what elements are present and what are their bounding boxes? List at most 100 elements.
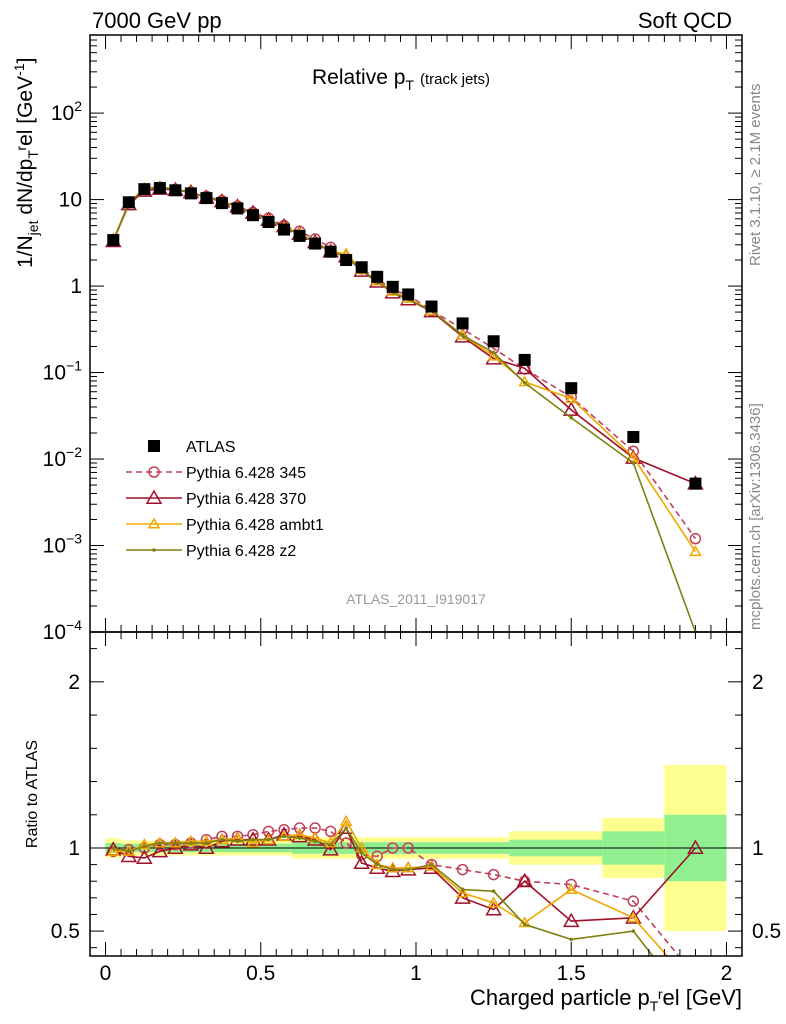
main-point-0-5 — [184, 187, 197, 200]
ratio-point-0-15 — [340, 837, 352, 849]
main-ytick-label: 10−2 — [43, 444, 83, 471]
ratio-xtick-label: 1.5 — [557, 962, 586, 985]
ratio-point-3-11 — [282, 834, 286, 839]
main-ytick-label: 10 — [59, 189, 82, 212]
ratio-point-1-14 — [322, 841, 339, 856]
ratio-point-3-8 — [235, 839, 240, 844]
ratio-xtick-label: 1 — [410, 962, 422, 985]
legend-marker-2 — [145, 489, 163, 504]
main-point-4-21 — [460, 333, 465, 338]
ratio-point-2-6 — [200, 834, 213, 846]
main-point-0-0 — [107, 234, 120, 247]
main-point-0-20 — [425, 300, 438, 313]
main-ytick-label: 102 — [51, 98, 82, 125]
ratio-point-3-2 — [142, 844, 147, 849]
ratio-ytick-label-right: 1 — [752, 837, 764, 860]
rivet-label: Rivet 3.1.10, ≥ 2.1M events — [747, 84, 764, 267]
main-point-0-4 — [169, 184, 182, 197]
main-point-3-24 — [564, 392, 578, 404]
main-point-0-7 — [215, 197, 228, 210]
main-ytick-label: 10−4 — [43, 617, 83, 644]
ratio-point-3-25 — [631, 929, 636, 933]
legend-marker-3 — [147, 517, 161, 529]
main-point-3-26 — [689, 545, 702, 557]
header-left: 7000 GeV pp — [92, 8, 222, 33]
ratio-point-2-17 — [370, 858, 384, 870]
ratio-point-2-15 — [339, 814, 353, 826]
ratio-point-0-22 — [487, 868, 500, 881]
main-point-0-2 — [138, 183, 151, 196]
ratio-ytick-label: 1 — [68, 837, 80, 860]
ratio-ytick-label-right: 0.5 — [752, 920, 781, 943]
main-point-2-23 — [516, 359, 533, 375]
ratio-point-3-15 — [344, 826, 348, 830]
main-point-0-15 — [340, 254, 353, 267]
mcplots-label: mcplots.cern.ch [arXiv:1306.3436] — [747, 403, 764, 630]
ratio-point-1-23 — [516, 872, 533, 888]
ratio-point-2-24 — [564, 883, 578, 895]
ratio-point-3-5 — [189, 841, 193, 845]
ratio-xtick-label: 2 — [721, 962, 733, 985]
main-point-3-21 — [456, 328, 469, 340]
main-point-0-25 — [627, 430, 640, 443]
ratio-point-1-6 — [198, 839, 215, 854]
main-point-0-14 — [324, 245, 337, 258]
main-point-3-25 — [627, 450, 640, 462]
main-point-4-24 — [569, 415, 574, 420]
ratio-point-3-4 — [173, 841, 178, 845]
ratio-point-0-19 — [402, 842, 414, 854]
ratio-point-3-10 — [266, 837, 271, 842]
ratio-point-1-24 — [562, 912, 580, 928]
legend-marker-4 — [152, 548, 156, 552]
legend-label-4: Pythia 6.428 z2 — [186, 543, 296, 560]
main-point-0-9 — [247, 209, 259, 222]
ratio-point-0-12 — [293, 822, 306, 834]
ratio-point-3-1 — [127, 849, 131, 854]
ratio-point-3-17 — [375, 862, 379, 867]
main-point-4-22 — [491, 350, 496, 355]
ratio-point-2-0 — [106, 844, 120, 856]
main-point-0-23 — [518, 353, 531, 366]
main-point-1-26 — [689, 532, 702, 545]
ratio-point-1-3 — [151, 842, 169, 858]
ratio-point-3-14 — [328, 842, 333, 847]
ratio-ytick-label: 2 — [68, 671, 80, 694]
main-point-0-8 — [231, 202, 244, 215]
ratio-point-3-19 — [406, 867, 411, 872]
main-point-0-1 — [122, 196, 135, 209]
ratio-frame — [89, 631, 743, 957]
ratio-series-3 — [111, 826, 654, 956]
ratio-point-0-16 — [355, 848, 368, 861]
chart-title-small: (track jets) — [420, 71, 490, 88]
ratio-point-2-11 — [277, 829, 291, 841]
ratio-point-3-12 — [297, 836, 302, 840]
main-point-4-23 — [522, 381, 527, 385]
ratio-point-3-7 — [220, 837, 224, 842]
main-point-0-18 — [386, 280, 399, 293]
main-ytick-label: 10−1 — [43, 358, 83, 385]
main-point-0-3 — [153, 182, 166, 195]
main-point-0-16 — [355, 261, 368, 274]
main-panel: 10−4 10−3 10−2 10−1 1 10 102 Relative pT (track… — [11, 34, 743, 644]
main-point-0-21 — [456, 317, 469, 330]
main-point-0-6 — [200, 192, 213, 205]
main-point-4-25 — [631, 461, 636, 465]
ratio-ytick-label: 0.5 — [51, 920, 80, 943]
ratio-ytick-label-right: 2 — [752, 671, 764, 694]
ratio-point-1-26 — [687, 839, 704, 854]
ratio-point-3-3 — [158, 841, 162, 845]
main-point-2-24 — [562, 401, 580, 416]
ratio-point-0-18 — [386, 842, 399, 854]
ratio-point-3-23 — [522, 922, 527, 927]
ratio-panel: 0.5 0.5 1 1 2 2 0 0.5 1 1.5 2 Ratio to ATLAS Charg… — [24, 631, 781, 1014]
x-axis-label: Charged particle pTrel [GeV] — [470, 985, 742, 1014]
main-ylabel: 1/Njet dN/dpTrel [GeV-1] — [11, 58, 41, 268]
ratio-point-3-9 — [251, 837, 255, 842]
ratio-point-3-13 — [313, 839, 317, 844]
ratio-point-2-22 — [487, 896, 500, 908]
ratio-point-3-16 — [359, 851, 364, 855]
ratio-point-0-26 — [690, 971, 700, 981]
main-point-0-11 — [278, 223, 291, 236]
ratio-point-0-14 — [324, 825, 337, 838]
